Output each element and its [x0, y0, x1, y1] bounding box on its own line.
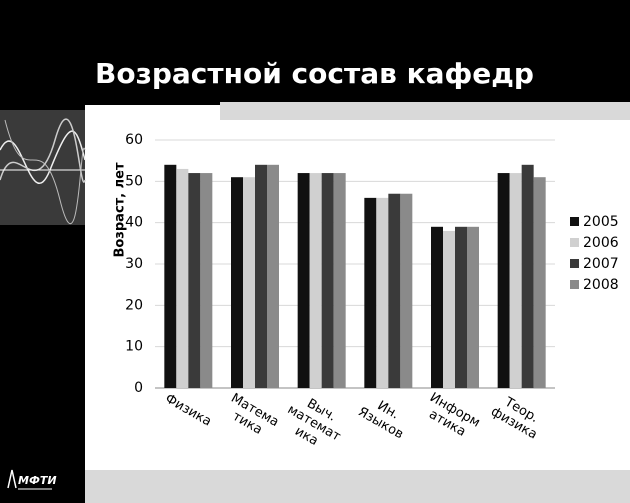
legend-label: 2008	[583, 277, 619, 293]
bar	[455, 226, 467, 388]
y-tick-label: 10	[125, 339, 143, 355]
bar	[243, 177, 255, 388]
legend-label: 2006	[583, 235, 619, 251]
y-tick-label: 40	[125, 215, 143, 231]
bar	[309, 173, 322, 388]
decor-waves	[0, 110, 86, 225]
y-tick-label: 0	[134, 380, 143, 396]
y-axis-label: Возраст, лет	[113, 162, 128, 258]
y-tick-label: 20	[125, 297, 143, 313]
bar	[497, 173, 510, 388]
bar	[467, 226, 479, 388]
wave	[0, 118, 86, 183]
logo-mark	[7, 469, 17, 489]
logo: МФТИ	[18, 474, 57, 487]
footer-strip	[85, 470, 630, 503]
bar	[176, 168, 189, 388]
legend-swatch	[570, 259, 579, 268]
bar	[200, 173, 213, 388]
bar	[509, 173, 522, 388]
y-tick-label: 60	[125, 132, 143, 148]
legend-swatch	[570, 280, 579, 289]
chart-title: Возрастной состав кафедр	[95, 57, 534, 90]
bar	[533, 177, 546, 388]
bar	[521, 164, 534, 388]
bar	[297, 173, 310, 388]
bar	[188, 173, 201, 388]
bar	[255, 164, 267, 388]
bar	[431, 226, 443, 388]
wave	[0, 130, 86, 185]
bar	[400, 193, 413, 388]
legend-swatch	[570, 238, 579, 247]
bar	[164, 164, 177, 388]
bar	[333, 173, 346, 388]
bar	[388, 193, 401, 388]
y-tick-label: 30	[125, 256, 143, 272]
y-tick-label: 50	[125, 173, 143, 189]
legend-label: 2007	[583, 256, 619, 272]
wave	[4, 119, 86, 224]
bar	[267, 164, 279, 388]
bar	[376, 197, 389, 388]
bar	[443, 230, 455, 388]
legend-swatch	[570, 217, 579, 226]
bar	[364, 197, 377, 388]
header-strip	[220, 102, 630, 120]
bar	[321, 173, 334, 388]
bar	[231, 177, 243, 388]
legend-label: 2005	[583, 214, 619, 230]
